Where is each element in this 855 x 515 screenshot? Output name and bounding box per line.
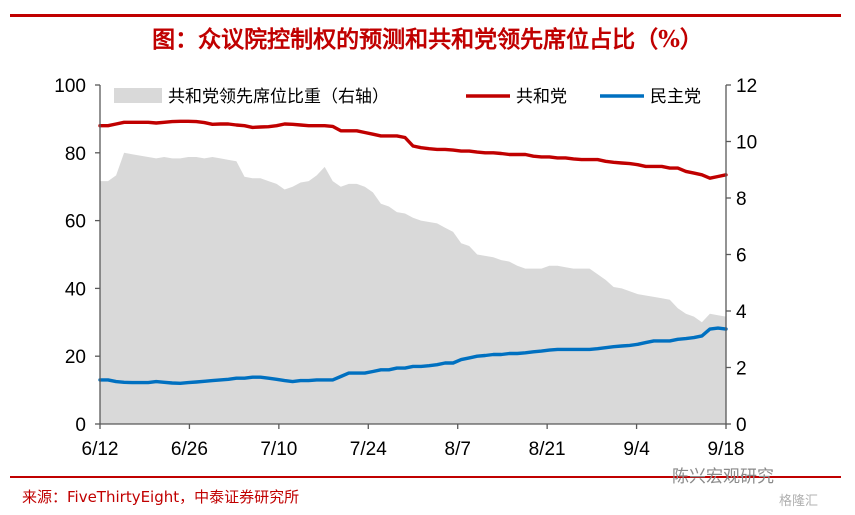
series-area-seat-share (100, 152, 726, 425)
source-note: 来源：FiveThirtyEight，中泰证券研究所 (22, 488, 300, 506)
right-tick-label: 2 (736, 359, 747, 380)
right-tick-label: 8 (736, 189, 747, 210)
legend-swatch-seat-share (114, 88, 162, 103)
x-tick-label: 6/12 (82, 439, 119, 460)
right-tick-label: 10 (736, 133, 757, 154)
left-tick-label: 40 (65, 279, 86, 300)
left-tick-label: 60 (65, 212, 86, 233)
footer-rule (10, 476, 841, 478)
x-tick-label: 8/21 (529, 439, 566, 460)
left-tick-label: 100 (54, 76, 86, 97)
right-tick-label: 0 (736, 415, 747, 436)
left-tick-label: 80 (65, 144, 86, 165)
series-line-dem (98, 326, 728, 385)
line-layer (98, 119, 728, 385)
x-tick-label: 8/7 (445, 439, 471, 460)
right-tick-label: 12 (736, 76, 757, 97)
legend: 共和党领先席位比重（右轴） 共和党 民主党 (114, 87, 701, 107)
area-layer (100, 152, 726, 425)
x-tick-label: 9/18 (708, 439, 745, 460)
left-tick-label: 20 (65, 347, 86, 368)
title-top-rule (10, 14, 841, 17)
chart-title: 图：众议院控制权的预测和共和党领先席位占比（%） (152, 26, 703, 53)
series-line-gop (98, 119, 728, 180)
legend-label-dem: 民主党 (650, 87, 701, 107)
right-tick-label: 6 (736, 246, 747, 267)
x-tick-label: 7/24 (350, 439, 387, 460)
watermark-logo: 格隆汇 (779, 494, 819, 509)
x-tick-label: 9/4 (623, 439, 650, 460)
legend-label-seat-share: 共和党领先席位比重（右轴） (168, 87, 389, 107)
watermark: 陈兴宏观研究 (672, 467, 774, 487)
x-tick-label: 7/10 (260, 439, 297, 460)
x-tick-label: 6/26 (171, 439, 208, 460)
left-tick-label: 0 (75, 415, 86, 436)
right-tick-label: 4 (736, 302, 747, 323)
axis-layer: 0 20 40 60 80 100 0 2 4 6 8 10 12 6/12 6/26 7/10 7/24 8/7… (54, 76, 757, 460)
legend-label-gop: 共和党 (516, 87, 567, 107)
